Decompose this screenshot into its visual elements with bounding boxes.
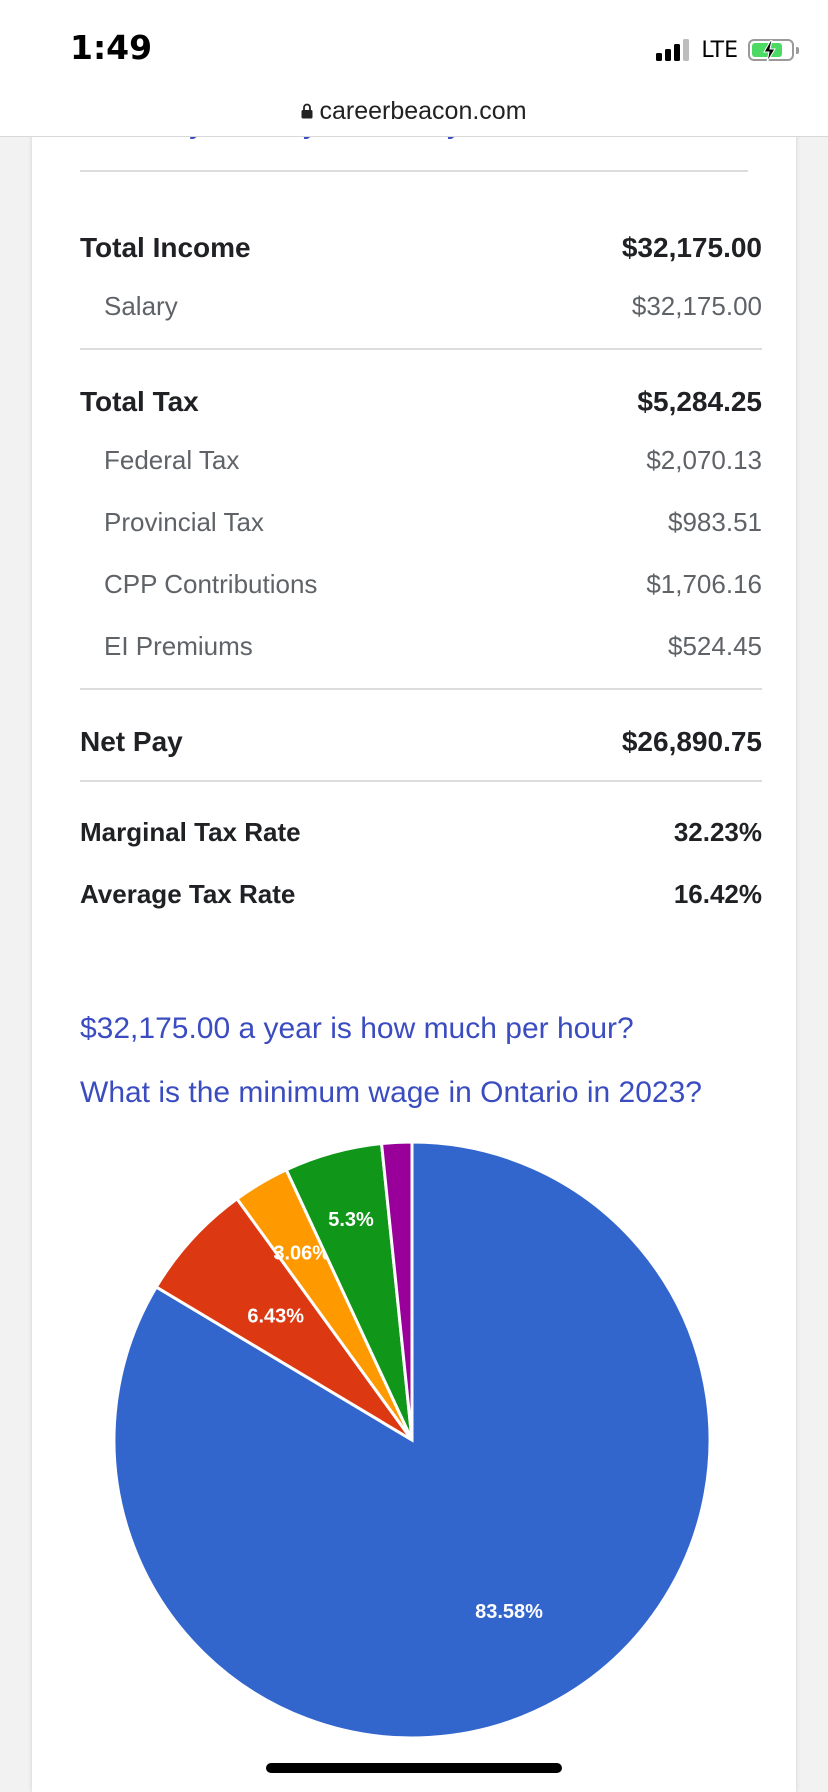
lock-icon <box>301 103 313 119</box>
calculator-results-card: Weekly Daily Hourly Total Income $32,175… <box>32 120 796 1792</box>
pie-slice-label: 83.58% <box>475 1601 543 1623</box>
marginal-tax-rate-label: Marginal Tax Rate <box>80 816 301 847</box>
status-bar: 1:49 LTE <box>0 0 828 100</box>
minimum-wage-link[interactable]: What is the minimum wage in Ontario in 2… <box>80 1076 702 1109</box>
average-tax-rate-label: Average Tax Rate <box>80 878 296 909</box>
pie-slice-label: 6.43% <box>247 1305 304 1327</box>
net-pay-row: Net Pay $26,890.75 <box>80 720 762 764</box>
tax-breakdown-pie-chart: 83.58% 6.43% 3.06% 5.3% <box>112 1140 712 1740</box>
total-income-label: Total Income <box>80 232 251 263</box>
total-income-value: $32,175.00 <box>621 232 762 263</box>
provincial-tax-value: $983.51 <box>668 506 762 537</box>
divider <box>80 348 762 350</box>
pie-slice[interactable] <box>154 1196 414 1442</box>
battery-charging-icon <box>748 39 799 62</box>
salary-value: $32,175.00 <box>631 290 762 321</box>
ei-premiums-row: EI Premiums $524.45 <box>80 624 762 668</box>
provincial-tax-row: Provincial Tax $983.51 <box>80 500 762 544</box>
total-tax-label: Total Tax <box>80 386 199 417</box>
hourly-conversion-link[interactable]: $32,175.00 a year is how much per hour? <box>80 1012 634 1045</box>
status-indicators: LTE <box>656 36 799 64</box>
cpp-contributions-value: $1,706.16 <box>646 568 762 599</box>
pie-slice-label: 5.3% <box>328 1209 374 1231</box>
tabs-divider <box>80 170 748 172</box>
total-tax-value: $5,284.25 <box>637 386 762 417</box>
divider <box>80 780 762 782</box>
ei-premiums-label: EI Premiums <box>104 630 253 661</box>
average-tax-rate-value: 16.42% <box>673 878 762 909</box>
net-pay-value: $26,890.75 <box>621 726 762 757</box>
average-tax-rate-row: Average Tax Rate 16.42% <box>80 872 762 916</box>
pie-slice-label: 3.06% <box>273 1242 330 1264</box>
address-bar[interactable]: careerbeacon.com <box>0 86 828 137</box>
federal-tax-label: Federal Tax <box>104 444 240 475</box>
pie-slice[interactable] <box>379 1140 414 1441</box>
home-indicator <box>266 1763 562 1773</box>
network-type: LTE <box>701 37 738 63</box>
ei-premiums-value: $524.45 <box>668 630 762 661</box>
status-time: 1:49 <box>70 28 153 67</box>
net-pay-label: Net Pay <box>80 726 183 757</box>
marginal-tax-rate-value: 32.23% <box>673 816 762 847</box>
federal-tax-row: Federal Tax $2,070.13 <box>80 438 762 482</box>
salary-label: Salary <box>104 290 178 321</box>
cpp-contributions-label: CPP Contributions <box>104 568 318 599</box>
salary-row: Salary $32,175.00 <box>80 284 762 328</box>
url-text: careerbeacon.com <box>319 96 527 125</box>
provincial-tax-label: Provincial Tax <box>104 506 264 537</box>
total-tax-row: Total Tax $5,284.25 <box>80 380 762 424</box>
cellular-signal-icon <box>656 39 690 61</box>
divider <box>80 688 762 690</box>
marginal-tax-rate-row: Marginal Tax Rate 32.23% <box>80 810 762 854</box>
cpp-contributions-row: CPP Contributions $1,706.16 <box>80 562 762 606</box>
federal-tax-value: $2,070.13 <box>646 444 762 475</box>
total-income-row: Total Income $32,175.00 <box>80 226 762 270</box>
